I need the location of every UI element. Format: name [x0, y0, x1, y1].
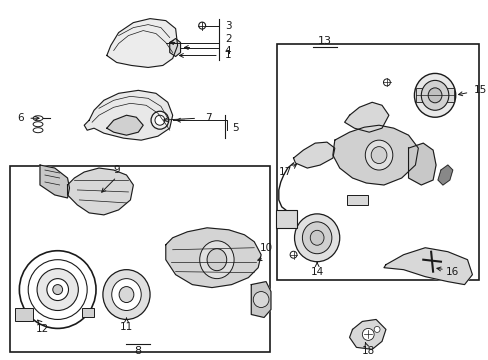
- Ellipse shape: [421, 80, 448, 110]
- Bar: [276, 44, 478, 280]
- Text: 15: 15: [472, 85, 486, 95]
- Text: 4: 4: [224, 45, 231, 55]
- Text: 3: 3: [224, 21, 231, 31]
- Ellipse shape: [373, 327, 379, 332]
- Ellipse shape: [253, 292, 268, 307]
- Ellipse shape: [289, 251, 296, 258]
- Ellipse shape: [112, 279, 141, 310]
- Ellipse shape: [53, 285, 62, 294]
- Polygon shape: [165, 228, 261, 288]
- Ellipse shape: [47, 279, 68, 301]
- Bar: [82, 307, 94, 318]
- Text: 13: 13: [317, 36, 331, 46]
- Ellipse shape: [383, 79, 389, 86]
- Ellipse shape: [294, 214, 339, 262]
- Polygon shape: [106, 19, 177, 67]
- Ellipse shape: [206, 249, 226, 271]
- Text: 2: 2: [224, 33, 231, 44]
- Ellipse shape: [20, 251, 96, 328]
- Text: 16: 16: [445, 267, 458, 276]
- Polygon shape: [251, 282, 270, 318]
- Ellipse shape: [427, 88, 441, 103]
- Polygon shape: [344, 102, 388, 132]
- Text: 8: 8: [134, 346, 142, 356]
- Polygon shape: [407, 143, 435, 185]
- Polygon shape: [383, 248, 471, 285]
- Text: 11: 11: [120, 323, 133, 332]
- Bar: [346, 195, 367, 205]
- Bar: [16, 307, 33, 321]
- Ellipse shape: [362, 328, 373, 340]
- Text: 14: 14: [310, 267, 323, 276]
- Text: 6: 6: [17, 113, 23, 123]
- Ellipse shape: [309, 230, 324, 245]
- Ellipse shape: [28, 260, 87, 319]
- Text: 10: 10: [259, 243, 272, 253]
- Ellipse shape: [119, 287, 134, 302]
- Ellipse shape: [199, 241, 234, 279]
- Ellipse shape: [365, 140, 392, 170]
- Polygon shape: [349, 319, 385, 349]
- Text: 17: 17: [279, 167, 292, 177]
- Text: 12: 12: [35, 324, 48, 334]
- Polygon shape: [67, 168, 133, 215]
- Polygon shape: [84, 90, 172, 140]
- Ellipse shape: [37, 269, 78, 310]
- Ellipse shape: [102, 270, 150, 319]
- Ellipse shape: [155, 115, 164, 125]
- Ellipse shape: [414, 73, 455, 117]
- Polygon shape: [332, 125, 418, 185]
- Polygon shape: [293, 142, 334, 168]
- Text: 7: 7: [204, 113, 211, 123]
- Ellipse shape: [370, 147, 386, 163]
- Polygon shape: [40, 165, 69, 198]
- Text: 1: 1: [224, 50, 231, 60]
- Polygon shape: [437, 165, 452, 185]
- Text: 9: 9: [113, 165, 120, 175]
- Text: 5: 5: [232, 123, 239, 133]
- Bar: [275, 210, 297, 228]
- Polygon shape: [106, 115, 143, 135]
- Text: 18: 18: [361, 346, 374, 356]
- Bar: [416, 88, 453, 102]
- Bar: [10, 166, 269, 352]
- Ellipse shape: [302, 222, 331, 254]
- Polygon shape: [169, 39, 180, 57]
- Ellipse shape: [151, 111, 168, 129]
- Ellipse shape: [198, 22, 205, 29]
